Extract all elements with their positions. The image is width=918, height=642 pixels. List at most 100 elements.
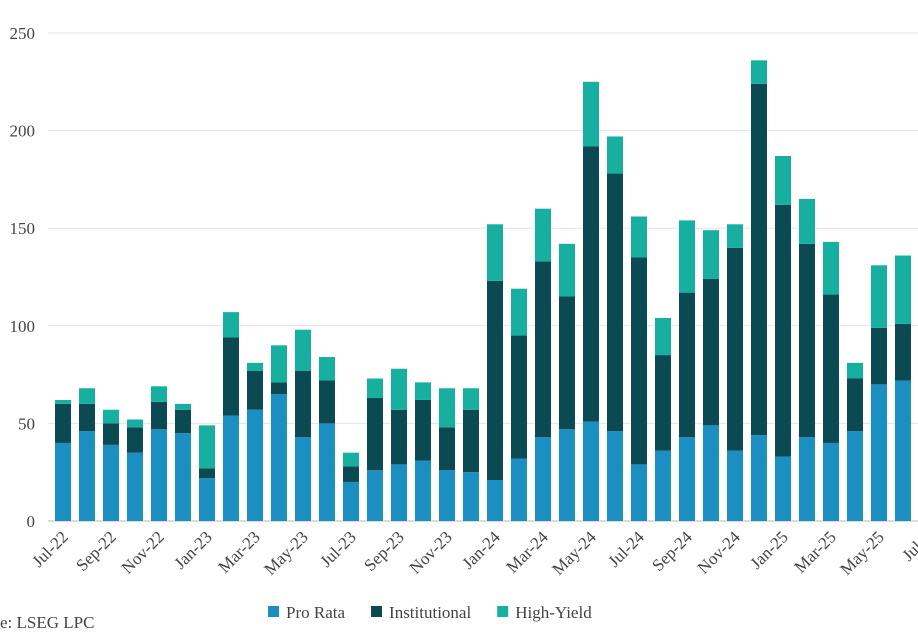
bar-segment [199,468,215,479]
bar-segment [871,265,887,328]
bar-segment [583,146,599,422]
bar-segment [367,378,383,399]
y-tick-label: 250 [10,24,36,43]
bar-segment [679,220,695,293]
bar-segment [391,368,407,410]
bar-segment [247,409,263,521]
bar-segment [775,456,791,521]
x-tick-label: Jan-23 [170,527,215,572]
x-tick-label: Nov-22 [118,527,168,577]
bar-segment [895,255,911,324]
bar-segment [535,261,551,438]
bar-segment [607,431,623,521]
bar-segment [607,136,623,174]
x-tick-label: Nov-24 [694,527,745,578]
bar-segment [391,409,407,465]
bar-segment [127,452,143,521]
x-tick-label: May-25 [836,527,887,578]
y-tick-label: 200 [10,122,36,141]
bar-segment [415,460,431,521]
x-tick-label: Jul-24 [604,527,648,571]
legend-label: High-Yield [515,603,592,622]
bar-segment [631,216,647,258]
bar-segment [847,378,863,432]
x-tick-label: Jul-22 [28,527,71,570]
bar-segment [799,198,815,244]
bar-segment [895,380,911,521]
bar-segment [823,442,839,521]
bar-segment [487,480,503,521]
bar-segment [103,409,119,424]
bar-segment [127,427,143,453]
bar-segment [343,481,359,521]
bar-segment [583,421,599,521]
bar-segment [199,425,215,469]
x-tick-label: Sep-24 [648,527,696,575]
x-tick-label: Mar-24 [503,527,553,577]
x-tick-label: Jul-23 [316,527,359,570]
bar-segment [511,288,527,336]
bar-segment [679,437,695,521]
bar-segment [775,204,791,457]
bar-segment [535,437,551,521]
legend-swatch [497,606,509,617]
bar-segment [223,337,239,416]
bar-segment [319,423,335,521]
bar-segment [847,431,863,521]
bar-segment [175,433,191,521]
bar-segment [439,470,455,521]
x-tick-label: Nov-23 [406,527,456,577]
y-tick-label: 150 [10,219,36,238]
x-tick-label: Jan-25 [746,527,791,572]
bar-segment [727,247,743,451]
bar-segment [247,370,263,410]
bar-segment [655,355,671,451]
bar-segment [79,388,95,404]
bar-segment [367,398,383,471]
bar-segment [295,370,311,438]
bar-segment [655,317,671,356]
bar-segment [415,399,431,461]
bar-segment [223,415,239,521]
x-tick-label: Sep-23 [360,527,407,574]
bar-segment [295,437,311,521]
bar-segment [871,327,887,385]
bar-segment [223,312,239,338]
bar-segment [319,357,335,381]
bar-segment [415,382,431,400]
bar-segment [439,427,455,471]
bar-segment [319,380,335,424]
bar-segment [79,431,95,521]
bar-segment [271,394,287,521]
bar-segment [391,464,407,521]
x-tick-label: Mar-23 [215,527,264,576]
bar-segment [463,472,479,521]
bar-segment [511,335,527,459]
legend-swatch [371,606,383,617]
bar-segment [607,173,623,432]
bar-segment [535,208,551,262]
bar-segment [199,478,215,521]
bar-segment [487,280,503,481]
bar-segment [703,425,719,521]
bar-segment [343,466,359,482]
legend-swatch [268,606,279,617]
bar-segment [511,458,527,521]
bar-segment [679,292,695,438]
bar-segment [439,388,455,428]
bar-segment [463,388,479,410]
bar-segment [559,429,575,521]
x-tick-label: Sep-22 [72,527,119,574]
bar-segment [631,257,647,465]
legend-label: Pro Rata [286,603,345,622]
bar-segment [103,423,119,445]
bar-segment [727,450,743,521]
bar-segment [895,323,911,381]
x-tick-label: Jul-2 [898,527,918,564]
bar-segment [703,278,719,426]
bar-segment [559,296,575,430]
bar-segment [175,409,191,434]
bar-segment [655,450,671,521]
bar-segment [151,401,167,430]
bar-segment [727,224,743,248]
